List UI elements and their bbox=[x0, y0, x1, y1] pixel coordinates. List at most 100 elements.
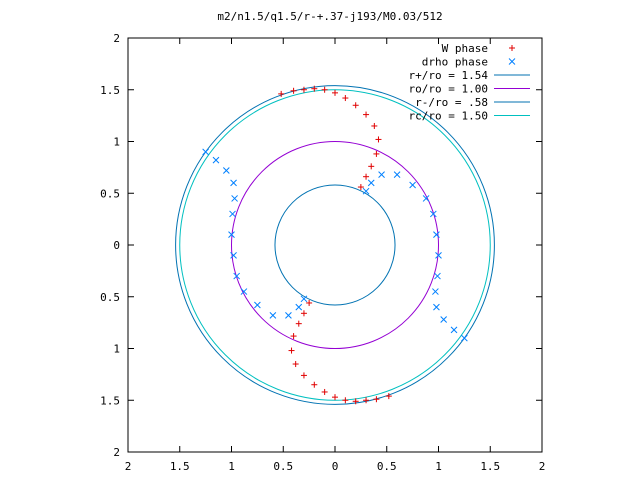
drho-phase-point bbox=[422, 195, 430, 202]
marker-stroke bbox=[440, 316, 448, 323]
marker-stroke bbox=[422, 195, 430, 202]
w-phase-point bbox=[373, 396, 380, 403]
drho-phase-point bbox=[233, 272, 241, 280]
chart-title: m2/n1.5/q1.5/r-+.37-j193/M0.03/512 bbox=[217, 10, 442, 23]
marker-stroke bbox=[508, 58, 516, 65]
marker-stroke bbox=[212, 156, 220, 164]
marker-stroke bbox=[231, 195, 238, 202]
x-tick-label: 0.5 bbox=[377, 460, 397, 473]
marker-stroke bbox=[254, 301, 261, 309]
drho-phase-point bbox=[435, 251, 442, 259]
w-phase-point bbox=[332, 394, 338, 401]
w-phase-point bbox=[342, 397, 349, 404]
legend-label: r-/ro = .58 bbox=[415, 96, 488, 109]
w-phase-point bbox=[368, 163, 375, 170]
drho-phase-point bbox=[440, 316, 448, 323]
marker-stroke bbox=[229, 210, 236, 218]
marker-stroke bbox=[409, 181, 416, 189]
drho-phase-point bbox=[409, 181, 416, 189]
x-tick-label: 1 bbox=[228, 460, 235, 473]
marker-stroke bbox=[432, 288, 439, 295]
y-tick-label: 0 bbox=[113, 239, 120, 252]
marker-stroke bbox=[202, 148, 209, 156]
marker-stroke bbox=[362, 187, 370, 195]
drho-phase-point bbox=[367, 179, 375, 187]
drho-phase-point bbox=[231, 195, 238, 202]
y-tick-label: 2 bbox=[113, 32, 120, 45]
marker-stroke bbox=[367, 179, 375, 187]
marker-stroke bbox=[222, 167, 230, 174]
w-phase-point bbox=[278, 90, 285, 97]
marker-stroke bbox=[240, 288, 248, 295]
x-tick-label: 2 bbox=[539, 460, 546, 473]
w-phase-point bbox=[509, 45, 515, 51]
marker-stroke bbox=[433, 303, 440, 311]
legend-label: rc/ro = 1.50 bbox=[409, 110, 488, 123]
x-tick-label: 2 bbox=[125, 460, 132, 473]
drho-phase-point bbox=[434, 272, 441, 280]
drho-phase-point bbox=[222, 167, 230, 174]
marker-stroke bbox=[230, 251, 237, 259]
y-tick-label: 2 bbox=[113, 446, 120, 459]
marker-stroke bbox=[300, 295, 308, 303]
x-tick-label: 0 bbox=[332, 460, 339, 473]
drho-phase-point bbox=[230, 179, 237, 187]
x-tick-label: 0.5 bbox=[273, 460, 293, 473]
x-tick-label: 1 bbox=[435, 460, 442, 473]
marker-stroke bbox=[435, 251, 442, 259]
drho-phase-point bbox=[378, 171, 385, 178]
w-phase-point bbox=[311, 85, 318, 92]
legend-label: drho phase bbox=[422, 56, 488, 69]
y-tick-label: 1 bbox=[113, 343, 120, 356]
drho-phase-point bbox=[429, 210, 437, 218]
w-phase-point bbox=[288, 347, 295, 354]
axis-ticks: 2 1.5 1 0.5 0 0.5 1 1.5 221.510.500.511.52 bbox=[100, 32, 545, 473]
w-phase-point bbox=[352, 398, 359, 405]
drho-phase-point bbox=[450, 326, 458, 334]
drho-phase-point bbox=[228, 231, 235, 239]
y-tick-label: 1.5 bbox=[100, 84, 120, 97]
marker-stroke bbox=[393, 171, 401, 178]
w-phase-point bbox=[321, 388, 328, 395]
w-phase-point bbox=[363, 111, 370, 118]
w-phase-point bbox=[352, 102, 359, 109]
drho-phase-point bbox=[433, 231, 440, 239]
y-tick-label: 0.5 bbox=[100, 187, 120, 200]
w-phase-point bbox=[290, 87, 297, 94]
marker-stroke bbox=[429, 210, 437, 218]
series-w-phase bbox=[278, 85, 392, 405]
series-drho-phase bbox=[202, 148, 468, 342]
series-points bbox=[202, 85, 468, 405]
marker-stroke bbox=[269, 312, 277, 319]
drho-phase-point bbox=[269, 312, 277, 319]
circle-r bbox=[274, 184, 396, 306]
circle-ro bbox=[231, 141, 439, 349]
drho-phase-point bbox=[432, 288, 439, 295]
marker-stroke bbox=[433, 231, 440, 239]
drho-phase-point bbox=[362, 187, 370, 195]
w-phase-point bbox=[300, 86, 307, 93]
drho-phase-point bbox=[300, 295, 308, 303]
drho-phase-point bbox=[433, 303, 440, 311]
legend-label: W phase bbox=[442, 42, 488, 55]
y-tick-label: 0.5 bbox=[100, 291, 120, 304]
drho-phase-point bbox=[202, 148, 209, 156]
legend-label: ro/ro = 1.00 bbox=[409, 83, 488, 96]
y-tick-label: 1.5 bbox=[100, 394, 120, 407]
drho-phase-point bbox=[240, 288, 248, 295]
marker-stroke bbox=[233, 272, 241, 280]
drho-phase-point bbox=[461, 334, 468, 342]
circle-r bbox=[175, 85, 495, 405]
drho-phase-point bbox=[230, 251, 237, 259]
marker-stroke bbox=[450, 326, 458, 334]
x-tick-label: 1.5 bbox=[480, 460, 500, 473]
marker-stroke bbox=[228, 231, 235, 239]
w-phase-point bbox=[373, 150, 380, 157]
drho-phase-point bbox=[295, 303, 303, 311]
legend-label: r+/ro = 1.54 bbox=[409, 69, 489, 82]
drho-phase-point bbox=[254, 301, 261, 309]
w-phase-point bbox=[357, 184, 364, 191]
drho-phase-point bbox=[212, 156, 220, 164]
